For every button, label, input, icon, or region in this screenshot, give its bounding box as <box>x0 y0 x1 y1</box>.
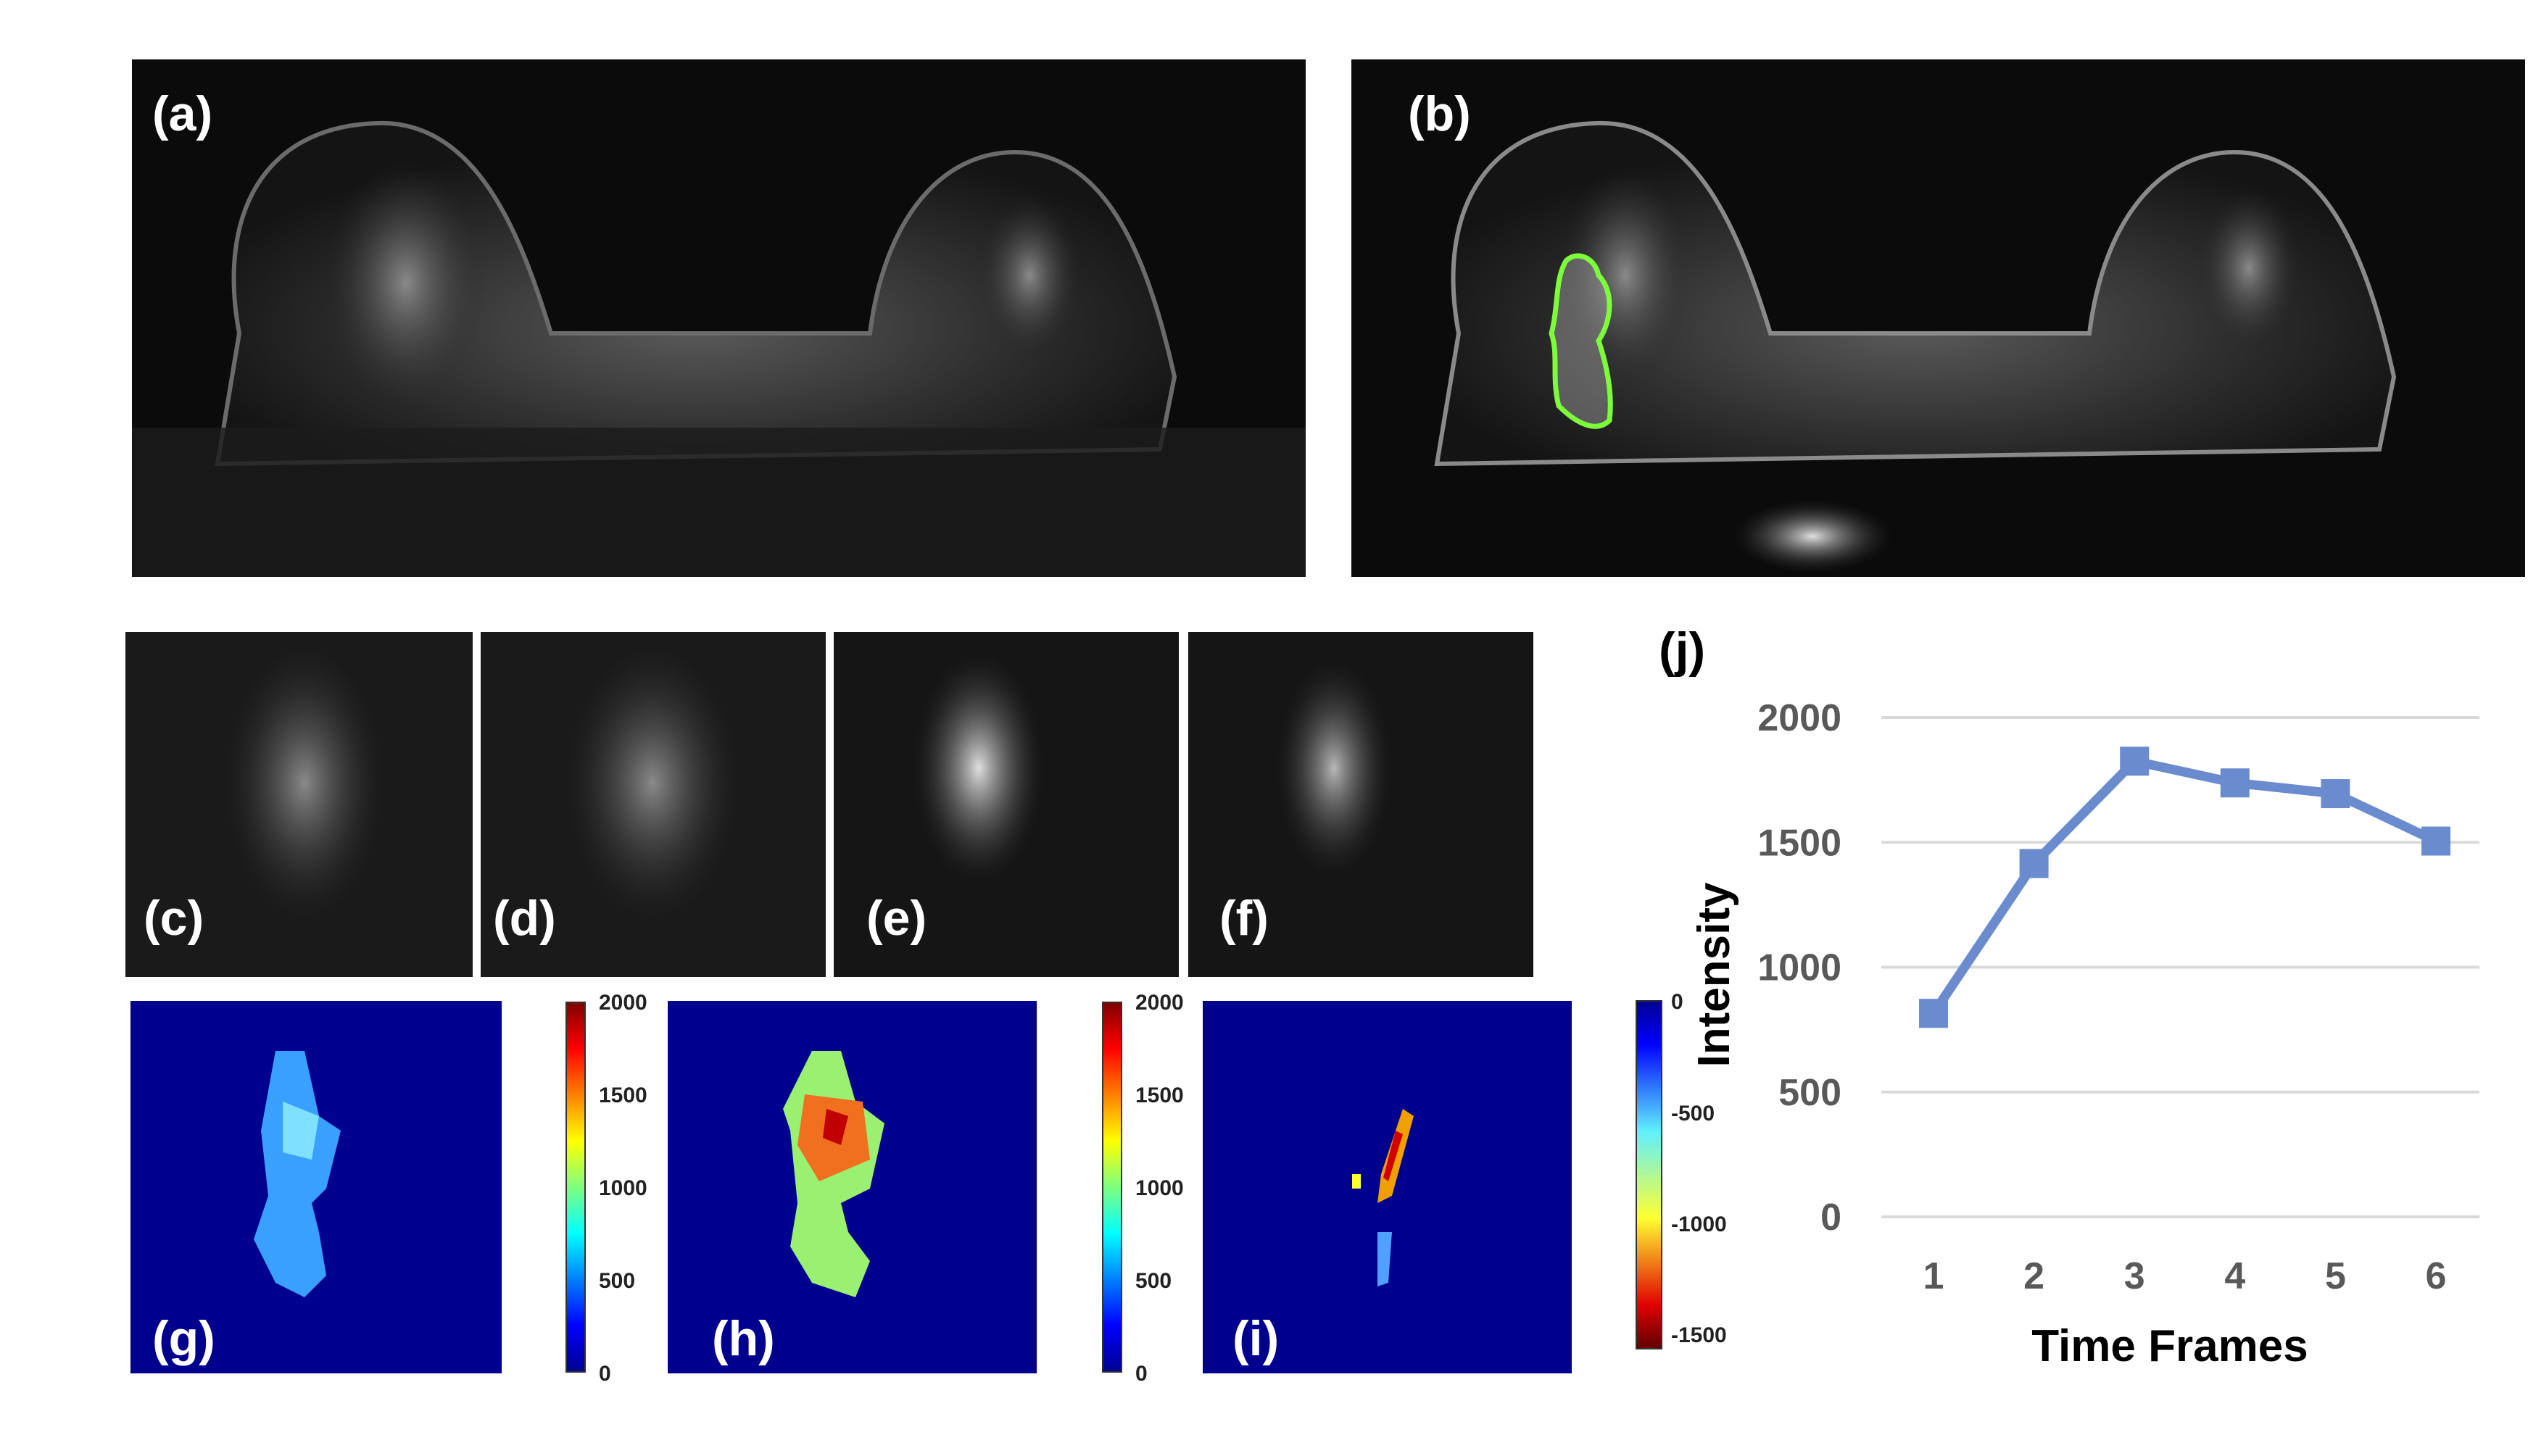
panel-c-mri: (c) <box>125 632 473 977</box>
panel-i-heatmap: (i) <box>1203 1001 1572 1373</box>
colorbar-i: 0 -500 -1000 -1500 <box>1636 990 1727 1349</box>
x-axis-label: Time Frames <box>2031 1321 2308 1371</box>
y-tick-label: 0 <box>1820 1197 1841 1239</box>
data-point-marker <box>2019 849 2049 878</box>
panel-b-mri: (b) <box>1351 59 2525 577</box>
panel-f-mri: (f) <box>1188 632 1533 977</box>
x-tick-label: 3 <box>2124 1255 2145 1297</box>
panel-label-h: (h) <box>712 1311 775 1366</box>
y-tick-label: 500 <box>1778 1072 1841 1114</box>
colorbar-i-tick: -1500 <box>1671 1323 1727 1347</box>
colorbar-g-tick: 500 <box>599 1269 635 1293</box>
colorbar-h-tick: 0 <box>1135 1362 1148 1386</box>
colorbar-g-tick: 2000 <box>599 991 647 1015</box>
panel-label-f: (f) <box>1219 891 1269 946</box>
panel-e-mri: (e) <box>834 632 1179 977</box>
panel-d-mri: (d) <box>481 632 826 977</box>
data-point-marker <box>2220 768 2250 798</box>
roi-contour <box>1549 253 1613 429</box>
panel-label-b: (b) <box>1408 86 1471 141</box>
x-tick-label: 2 <box>2023 1255 2044 1297</box>
panel-a-mri: (a) <box>132 59 1306 577</box>
y-axis-label: Intensity <box>1689 882 1739 1067</box>
colorbar-h-tick: 2000 <box>1135 991 1184 1015</box>
panel-label-e: (e) <box>866 891 927 946</box>
colorbar-h-tick: 1000 <box>1135 1176 1184 1200</box>
y-tick-label: 1000 <box>1757 947 1841 989</box>
colorbar-g-tick: 1500 <box>599 1083 647 1107</box>
colorbar-g-tick: 1000 <box>599 1176 647 1200</box>
y-tick-label: 1500 <box>1757 822 1841 864</box>
x-tick-label: 5 <box>2325 1255 2346 1297</box>
panel-h-heatmap: (h) <box>668 1001 1037 1373</box>
data-point-marker <box>1919 999 1948 1028</box>
panel-label-a: (a) <box>152 86 212 141</box>
x-tick-label: 6 <box>2426 1255 2447 1297</box>
colorbar-h-tick: 1500 <box>1135 1083 1184 1107</box>
data-point-marker <box>2421 826 2450 856</box>
series-line <box>1929 756 2438 1016</box>
chart-j: (j) 2000 1500 1000 500 0 1 2 3 4 5 6 Intensity Ti… <box>1659 623 2479 1371</box>
colorbar-g: 2000 1500 1000 500 0 <box>565 991 647 1386</box>
y-tick-label: 2000 <box>1757 697 1841 739</box>
panel-label-d: (d) <box>493 891 556 946</box>
data-point-marker <box>2120 746 2150 776</box>
panel-g-heatmap: (g) <box>130 1001 502 1373</box>
panel-label-c: (c) <box>144 891 204 946</box>
data-point-marker <box>2321 779 2350 809</box>
colorbar-i-tick: -1000 <box>1671 1212 1727 1236</box>
colorbar-g-tick: 0 <box>599 1362 611 1386</box>
x-tick-label: 1 <box>1923 1255 1944 1297</box>
colorbar-h-tick: 500 <box>1135 1269 1172 1293</box>
colorbar-i-tick: -500 <box>1671 1102 1715 1126</box>
colorbar-h: 2000 1500 1000 500 0 <box>1102 991 1184 1386</box>
panel-label-i: (i) <box>1232 1311 1279 1366</box>
colorbar-i-tick: 0 <box>1671 990 1683 1014</box>
panel-label-g: (g) <box>152 1311 215 1366</box>
x-tick-label: 4 <box>2224 1255 2245 1297</box>
panel-label-j: (j) <box>1659 623 1705 678</box>
